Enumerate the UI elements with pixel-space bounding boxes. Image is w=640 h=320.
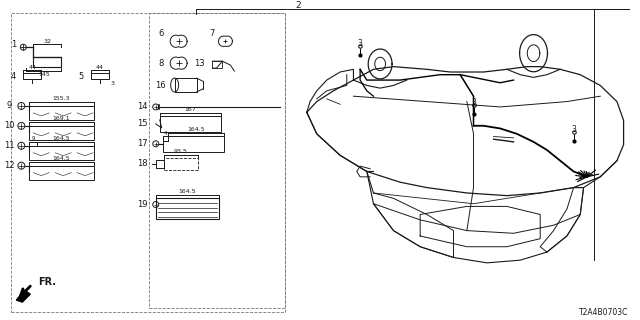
Text: 13: 13 [194,59,205,68]
Text: 19: 19 [138,200,148,209]
Text: 169.1: 169.1 [53,116,70,121]
Bar [148,13,285,308]
Bar [29,106,94,120]
Bar [164,158,198,170]
Text: 11: 11 [4,141,15,150]
Bar [29,166,94,180]
Text: 3: 3 [471,98,476,107]
Text: 164.5: 164.5 [179,189,196,194]
Text: 9: 9 [7,101,12,110]
Bar [160,116,221,132]
Text: 5: 5 [79,72,84,81]
Polygon shape [17,290,30,302]
Text: 14: 14 [138,102,148,111]
Text: 18: 18 [138,159,148,168]
Text: 7: 7 [210,29,215,38]
Text: 15: 15 [138,119,148,128]
Bar [29,146,94,160]
Bar [29,126,94,140]
Bar [91,73,109,79]
Text: 164.5: 164.5 [53,136,70,141]
Text: T2A4B0703C: T2A4B0703C [579,308,628,316]
Text: 167: 167 [185,108,196,112]
Text: 16: 16 [156,81,166,90]
Text: 93.5: 93.5 [173,149,188,154]
Text: 10: 10 [4,121,15,130]
Text: 164.5: 164.5 [53,156,70,161]
Bar [163,136,225,152]
Bar [23,73,41,79]
Text: 12: 12 [4,161,15,170]
Text: 155.3: 155.3 [53,97,70,101]
Bar [156,197,220,220]
Text: 32: 32 [44,39,51,44]
Text: 145: 145 [38,72,50,76]
Text: 3: 3 [571,125,576,134]
Text: 4: 4 [163,131,167,136]
Text: 8: 8 [158,59,163,68]
Bar [33,57,61,67]
Bar [156,160,164,168]
Text: 17: 17 [138,139,148,148]
Text: 3: 3 [358,39,362,48]
Bar [212,61,223,68]
Text: 44: 44 [96,65,104,70]
Text: 3: 3 [111,81,115,85]
Text: FR.: FR. [38,277,56,287]
Bar [12,13,285,312]
Text: 4: 4 [11,72,16,81]
Text: 2: 2 [295,1,301,10]
Text: 164.5: 164.5 [188,127,205,132]
Text: 9: 9 [31,136,35,141]
Text: 6: 6 [158,29,163,38]
Bar [175,78,196,92]
Text: 44: 44 [28,65,36,70]
Text: 1: 1 [11,40,16,49]
